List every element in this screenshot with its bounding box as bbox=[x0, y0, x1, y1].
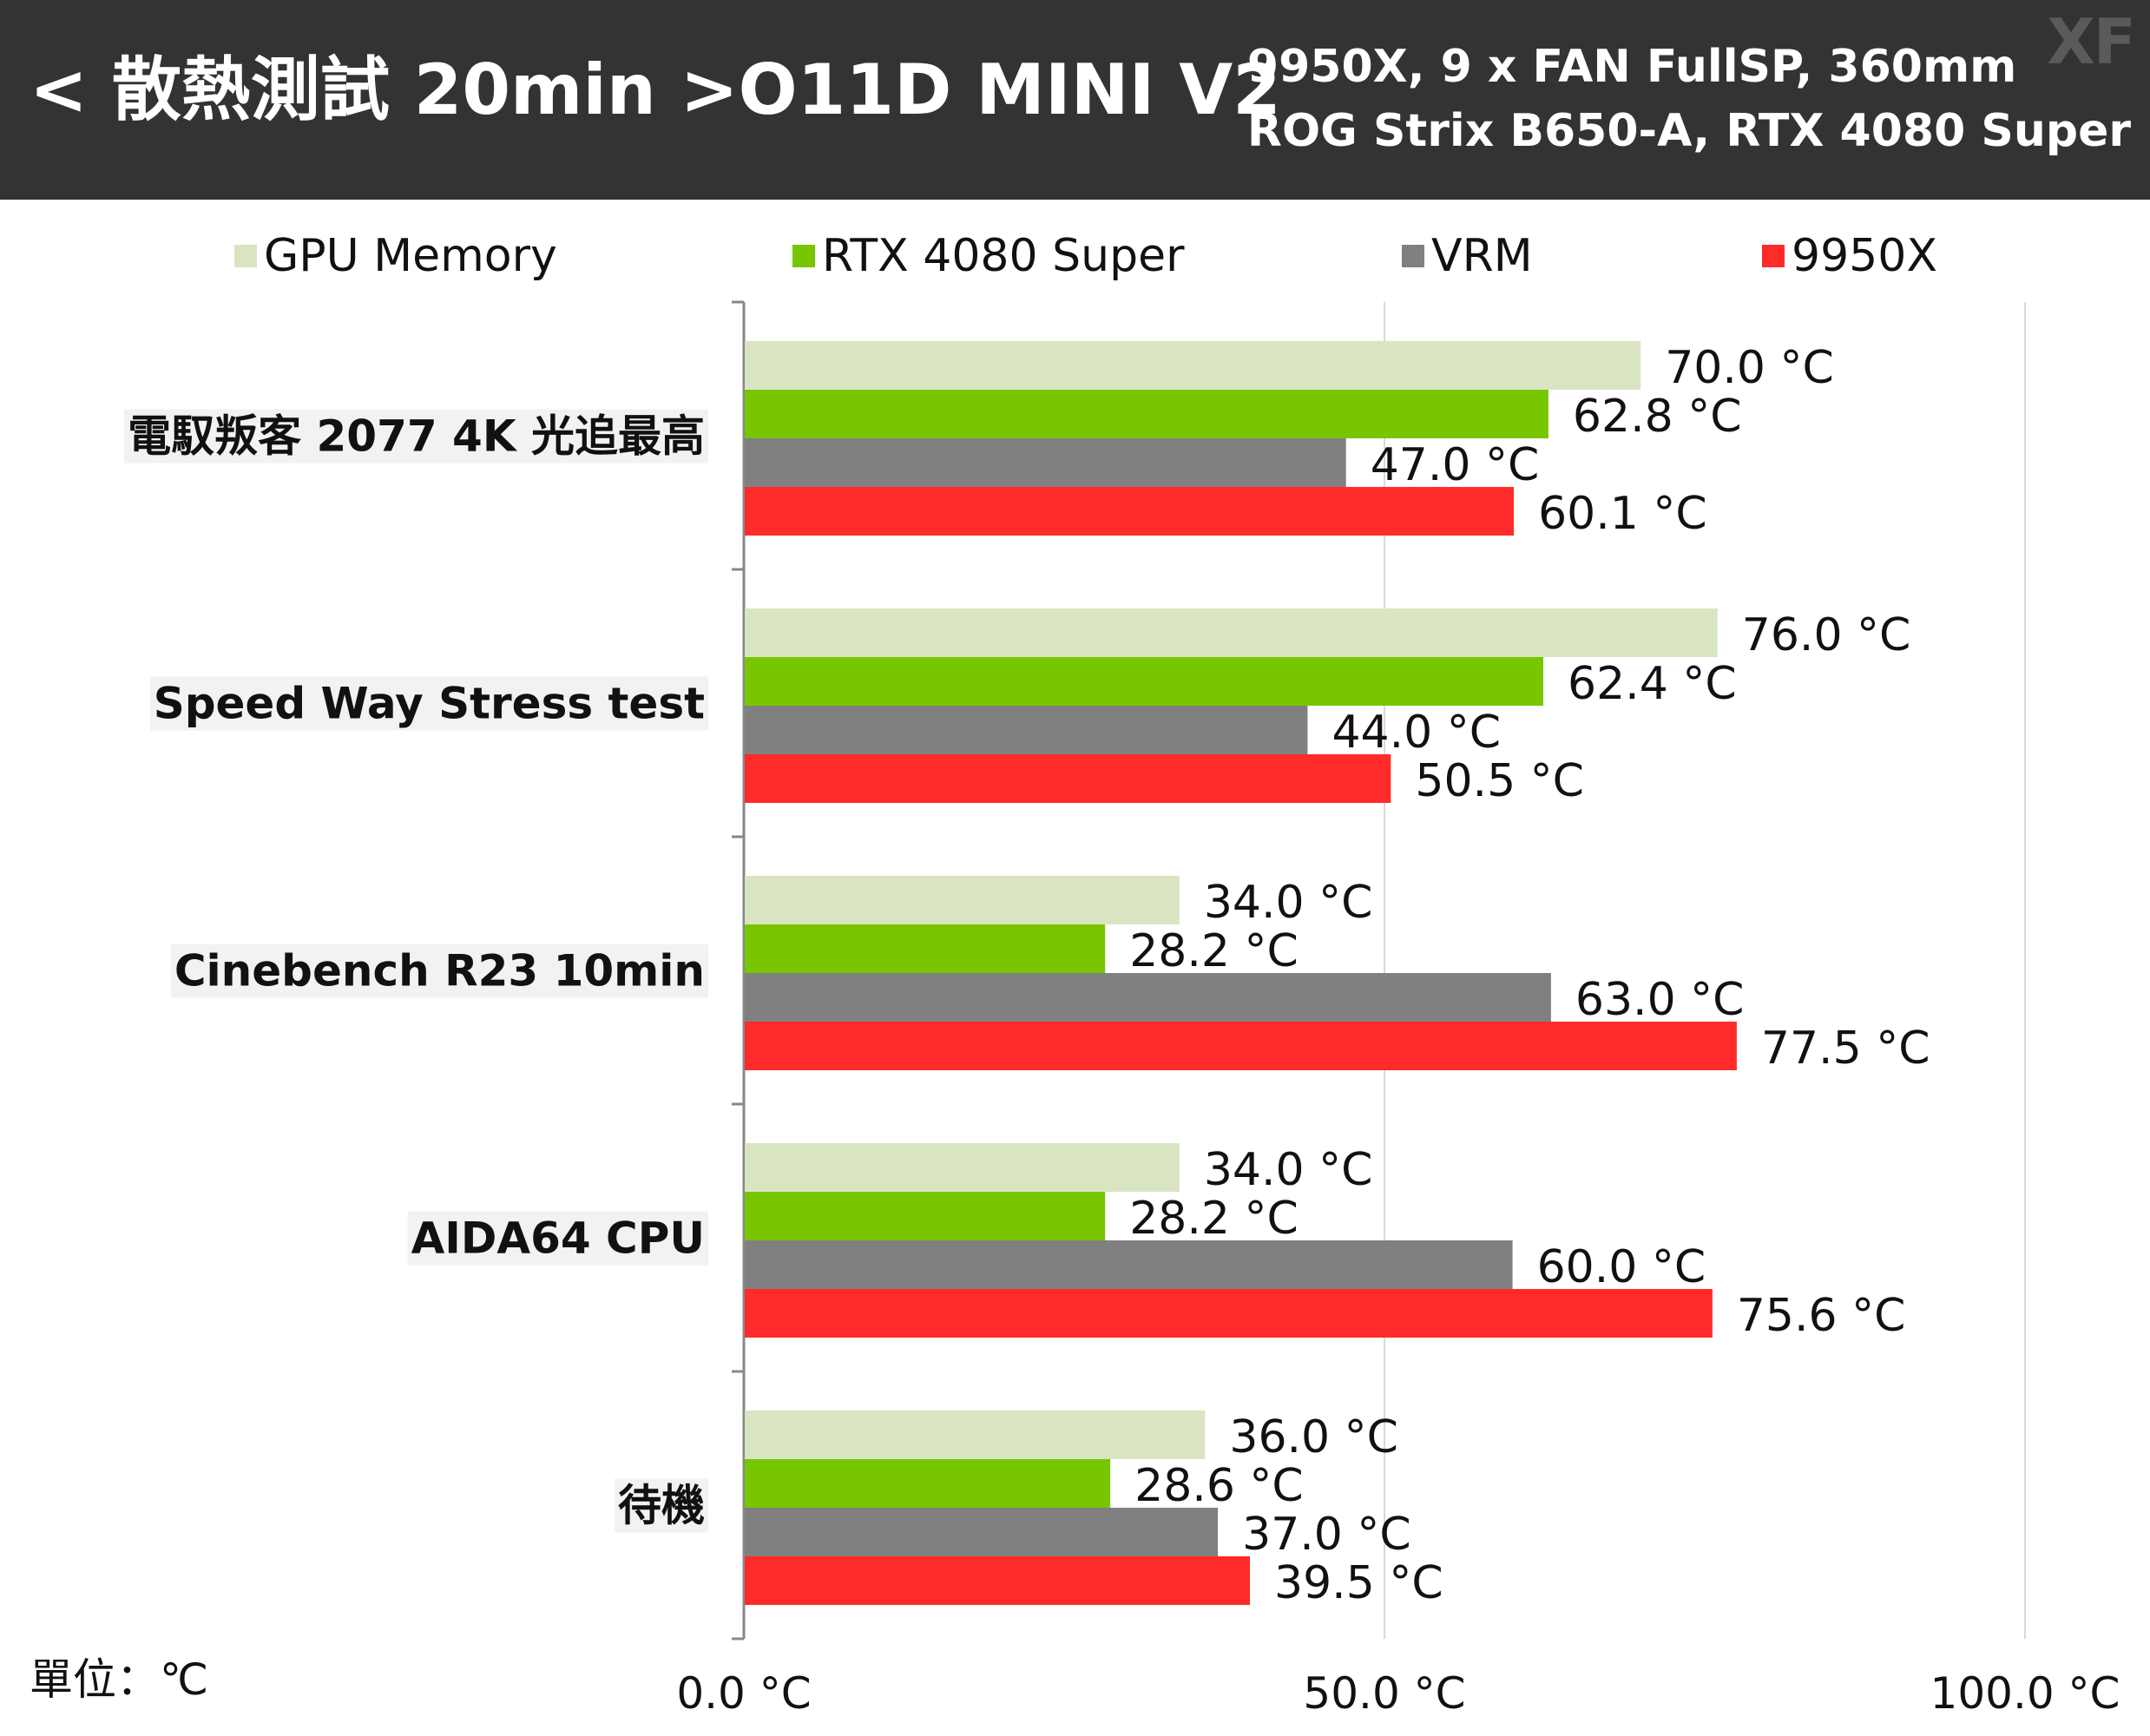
bar bbox=[745, 876, 1180, 924]
bar bbox=[745, 706, 1308, 754]
legend-item: RTX 4080 Super bbox=[792, 221, 1184, 291]
legend-label: GPU Memory bbox=[264, 230, 557, 282]
bar bbox=[745, 1022, 1737, 1070]
chart-title: < 散熱測試 20min >O11D MINI V2 bbox=[30, 49, 1281, 130]
data-label: 60.0 °C bbox=[1537, 1241, 1706, 1293]
data-label: 63.0 °C bbox=[1575, 974, 1745, 1026]
bar bbox=[745, 1289, 1713, 1338]
bar bbox=[745, 608, 1718, 657]
category-label-highlight bbox=[170, 944, 708, 998]
category-label: 電馭叛客 2077 4K 光追最高 bbox=[128, 411, 705, 462]
bar bbox=[745, 390, 1548, 438]
data-label: 34.0 °C bbox=[1204, 1144, 1373, 1196]
data-label: 34.0 °C bbox=[1204, 877, 1373, 929]
data-label: 50.5 °C bbox=[1415, 755, 1584, 807]
bar bbox=[745, 924, 1106, 973]
bar bbox=[745, 754, 1391, 803]
legend-item: VRM bbox=[1402, 221, 1533, 291]
data-label: 28.2 °C bbox=[1129, 925, 1299, 977]
legend-label: VRM bbox=[1431, 230, 1533, 282]
data-label: 62.8 °C bbox=[1573, 391, 1742, 443]
bar bbox=[745, 1192, 1106, 1240]
data-label: 62.4 °C bbox=[1568, 658, 1737, 710]
bar bbox=[745, 1508, 1219, 1556]
category-label: 待機 bbox=[618, 1481, 705, 1531]
bar bbox=[745, 657, 1544, 706]
legend-swatch bbox=[234, 245, 257, 267]
data-label: 47.0 °C bbox=[1371, 439, 1540, 491]
bar bbox=[745, 1556, 1251, 1605]
category-label-highlight bbox=[149, 676, 708, 731]
category-label: Speed Way Stress test bbox=[154, 679, 705, 729]
data-label: 28.2 °C bbox=[1129, 1193, 1299, 1245]
bar bbox=[745, 1410, 1206, 1459]
legend-swatch bbox=[1762, 245, 1785, 267]
data-label: 37.0 °C bbox=[1242, 1509, 1411, 1561]
data-label: 44.0 °C bbox=[1331, 707, 1501, 759]
unit-label: 單位：℃ bbox=[30, 1654, 209, 1705]
category-label-highlight bbox=[124, 409, 708, 464]
legend-label: RTX 4080 Super bbox=[822, 230, 1185, 282]
chart-subtitle: 9950X, 9 x FAN FullSP, 360mm ROG Strix B… bbox=[1247, 35, 2131, 163]
category-label: Cinebench R23 10min bbox=[174, 946, 705, 996]
legend-item: GPU Memory bbox=[234, 221, 557, 291]
subtitle-line-1: 9950X, 9 x FAN FullSP, 360mm bbox=[1246, 41, 2017, 93]
legend-swatch bbox=[1402, 245, 1424, 267]
data-label: 70.0 °C bbox=[1665, 342, 1834, 394]
bar bbox=[745, 1459, 1111, 1508]
bar bbox=[745, 487, 1515, 536]
category-label-highlight bbox=[407, 1211, 708, 1266]
data-label: 60.1 °C bbox=[1538, 488, 1707, 540]
bar bbox=[745, 341, 1641, 390]
category-label-highlight bbox=[615, 1478, 708, 1533]
x-tick-label: 50.0 °C bbox=[1303, 1668, 1465, 1719]
data-label: 77.5 °C bbox=[1761, 1023, 1930, 1075]
bar bbox=[745, 973, 1551, 1022]
legend-item: 9950X bbox=[1762, 221, 1937, 291]
category-label: AIDA64 CPU bbox=[411, 1213, 705, 1264]
bar bbox=[745, 1240, 1513, 1289]
data-label: 76.0 °C bbox=[1742, 609, 1911, 661]
watermark-logo: XF bbox=[2047, 5, 2136, 78]
bar bbox=[745, 1143, 1180, 1192]
chart-legend: GPU Memory RTX 4080 Super VRM 9950X bbox=[0, 221, 2150, 291]
data-label: 39.5 °C bbox=[1274, 1557, 1443, 1609]
x-tick-label: 100.0 °C bbox=[1930, 1668, 2120, 1719]
bar bbox=[745, 438, 1346, 487]
data-label: 75.6 °C bbox=[1737, 1290, 1906, 1342]
data-label: 36.0 °C bbox=[1229, 1411, 1398, 1463]
x-tick-label: 0.0 °C bbox=[676, 1668, 811, 1719]
chart-header: < 散熱測試 20min >O11D MINI V2 XF 9950X, 9 x… bbox=[0, 0, 2150, 200]
data-label: 28.6 °C bbox=[1134, 1460, 1304, 1512]
legend-label: 9950X bbox=[1792, 230, 1937, 282]
legend-swatch bbox=[792, 245, 815, 267]
subtitle-line-2: ROG Strix B650-A, RTX 4080 Super bbox=[1246, 105, 2131, 157]
